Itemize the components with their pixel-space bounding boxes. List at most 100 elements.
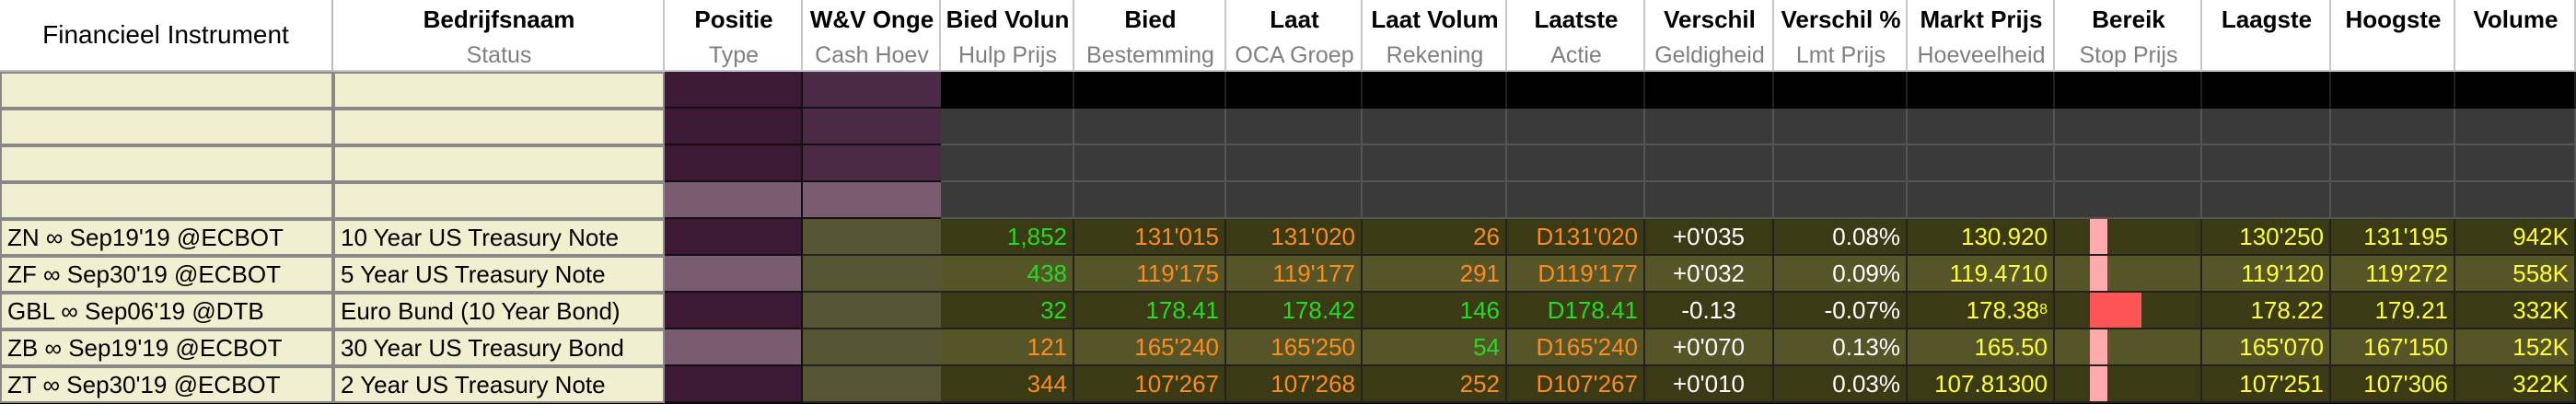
table-cell-last[interactable]: D119'177 — [1507, 256, 1645, 293]
table-cell-change[interactable]: +0'035 — [1645, 219, 1774, 256]
table-cell-pnl[interactable] — [803, 219, 941, 256]
table-cell-last[interactable]: D165'240 — [1507, 329, 1645, 366]
table-cell-position[interactable] — [665, 219, 803, 256]
column-header-changepct[interactable]: Verschil % — [1781, 5, 1901, 33]
table-cell-instrument[interactable]: ZT ∞ Sep30'19 @ECBOT — [0, 366, 333, 403]
empty-row-cell[interactable] — [0, 109, 333, 145]
table-cell-bid[interactable]: 119'175 — [1074, 256, 1226, 293]
empty-row-cell[interactable] — [2202, 182, 2331, 219]
empty-row-cell[interactable] — [2455, 72, 2576, 109]
table-cell-pnl[interactable] — [803, 329, 941, 366]
empty-row-cell[interactable] — [2455, 109, 2576, 145]
empty-row-cell[interactable] — [1645, 72, 1774, 109]
table-cell-ask[interactable]: 131'020 — [1226, 219, 1363, 256]
table-cell-low[interactable]: 130'250 — [2202, 219, 2331, 256]
empty-row-cell[interactable] — [2455, 182, 2576, 219]
table-cell-bidsize[interactable]: 438 — [941, 256, 1074, 293]
table-cell-volume[interactable]: 942K — [2455, 219, 2576, 256]
table-cell-changepct[interactable]: 0.13% — [1774, 329, 1908, 366]
empty-row-cell[interactable] — [333, 72, 665, 109]
column-subheader-bidsize[interactable]: Hulp Prijs — [958, 41, 1057, 68]
empty-row-cell[interactable] — [1226, 109, 1363, 145]
table-cell-change[interactable]: +0'032 — [1645, 256, 1774, 293]
column-header-volume[interactable]: Volume — [2473, 5, 2559, 33]
empty-row-cell[interactable] — [1363, 109, 1507, 145]
empty-row-cell[interactable] — [1645, 109, 1774, 145]
table-cell-range[interactable] — [2055, 293, 2202, 329]
column-subheader-last[interactable]: Actie — [1550, 41, 1602, 68]
table-cell-asksize[interactable]: 146 — [1363, 293, 1507, 329]
table-cell-low[interactable]: 119'120 — [2202, 256, 2331, 293]
table-cell-changepct[interactable]: 0.08% — [1774, 219, 1908, 256]
column-subheader-high[interactable] — [2331, 39, 2455, 72]
empty-row-cell[interactable] — [1908, 109, 2055, 145]
table-cell-bidsize[interactable]: 32 — [941, 293, 1074, 329]
empty-row-cell[interactable] — [1226, 182, 1363, 219]
table-cell-low[interactable]: 107'251 — [2202, 366, 2331, 403]
empty-row-cell[interactable] — [1226, 145, 1363, 182]
empty-row-cell[interactable] — [1507, 72, 1645, 109]
table-cell-range[interactable] — [2055, 219, 2202, 256]
table-cell-volume[interactable]: 152K — [2455, 329, 2576, 366]
column-header-pnl[interactable]: W&V Onge — [809, 5, 934, 33]
empty-row-cell[interactable] — [803, 72, 941, 109]
empty-row-cell[interactable] — [333, 109, 665, 145]
empty-row-cell[interactable] — [1774, 109, 1908, 145]
table-cell-volume[interactable]: 322K — [2455, 366, 2576, 403]
empty-row-cell[interactable] — [941, 145, 1074, 182]
empty-row-cell[interactable] — [333, 182, 665, 219]
column-header-company[interactable]: Bedrijfsnaam — [423, 5, 575, 33]
table-cell-high[interactable]: 107'306 — [2331, 366, 2455, 403]
table-cell-high[interactable]: 119'272 — [2331, 256, 2455, 293]
table-cell-low[interactable]: 178.22 — [2202, 293, 2331, 329]
column-subheader-company[interactable]: Status — [466, 41, 532, 68]
empty-row-cell[interactable] — [2055, 182, 2202, 219]
column-header-asksize[interactable]: Laat Volum — [1371, 5, 1499, 33]
table-cell-asksize[interactable]: 252 — [1363, 366, 1507, 403]
table-cell-mark[interactable]: 119.4710 — [1908, 256, 2055, 293]
table-cell-volume[interactable]: 332K — [2455, 293, 2576, 329]
table-cell-position[interactable] — [665, 293, 803, 329]
table-cell-change[interactable]: -0.13 — [1645, 293, 1774, 329]
empty-row-cell[interactable] — [1507, 145, 1645, 182]
empty-row-cell[interactable] — [2055, 109, 2202, 145]
empty-row-cell[interactable] — [2331, 145, 2455, 182]
table-cell-pnl[interactable] — [803, 256, 941, 293]
empty-row-cell[interactable] — [665, 109, 803, 145]
empty-row-cell[interactable] — [1507, 182, 1645, 219]
table-cell-instrument[interactable]: ZN ∞ Sep19'19 @ECBOT — [0, 219, 333, 256]
empty-row-cell[interactable] — [1774, 72, 1908, 109]
column-subheader-mark[interactable]: Hoeveelheid — [1917, 41, 2046, 68]
table-cell-asksize[interactable]: 54 — [1363, 329, 1507, 366]
empty-row-cell[interactable] — [665, 182, 803, 219]
empty-row-cell[interactable] — [1774, 182, 1908, 219]
table-cell-high[interactable]: 179.21 — [2331, 293, 2455, 329]
column-subheader-ask[interactable]: OCA Groep — [1235, 41, 1354, 68]
empty-row-cell[interactable] — [1507, 109, 1645, 145]
table-cell-change[interactable]: +0'070 — [1645, 329, 1774, 366]
table-cell-mark[interactable]: 130.920 — [1908, 219, 2055, 256]
empty-row-cell[interactable] — [803, 182, 941, 219]
table-cell-range[interactable] — [2055, 256, 2202, 293]
table-cell-position[interactable] — [665, 329, 803, 366]
table-cell-company[interactable]: 2 Year US Treasury Note — [333, 366, 665, 403]
table-cell-high[interactable]: 131'195 — [2331, 219, 2455, 256]
table-cell-instrument[interactable]: GBL ∞ Sep06'19 @DTB — [0, 293, 333, 329]
table-cell-change[interactable]: +0'010 — [1645, 366, 1774, 403]
table-cell-company[interactable]: 30 Year US Treasury Bond — [333, 329, 665, 366]
empty-row-cell[interactable] — [2055, 72, 2202, 109]
empty-row-cell[interactable] — [0, 145, 333, 182]
table-cell-ask[interactable]: 165'250 — [1226, 329, 1363, 366]
table-cell-bid[interactable]: 178.41 — [1074, 293, 1226, 329]
table-cell-high[interactable]: 167'150 — [2331, 329, 2455, 366]
empty-row-cell[interactable] — [941, 72, 1074, 109]
column-subheader-changepct[interactable]: Lmt Prijs — [1795, 41, 1886, 68]
column-subheader-low[interactable] — [2202, 39, 2331, 72]
column-header-low[interactable]: Laagste — [2221, 5, 2313, 33]
empty-row-cell[interactable] — [1908, 145, 2055, 182]
table-cell-changepct[interactable]: 0.09% — [1774, 256, 1908, 293]
table-cell-last[interactable]: D107'267 — [1507, 366, 1645, 403]
table-cell-last[interactable]: D178.41 — [1507, 293, 1645, 329]
empty-row-cell[interactable] — [1226, 72, 1363, 109]
table-cell-pnl[interactable] — [803, 293, 941, 329]
